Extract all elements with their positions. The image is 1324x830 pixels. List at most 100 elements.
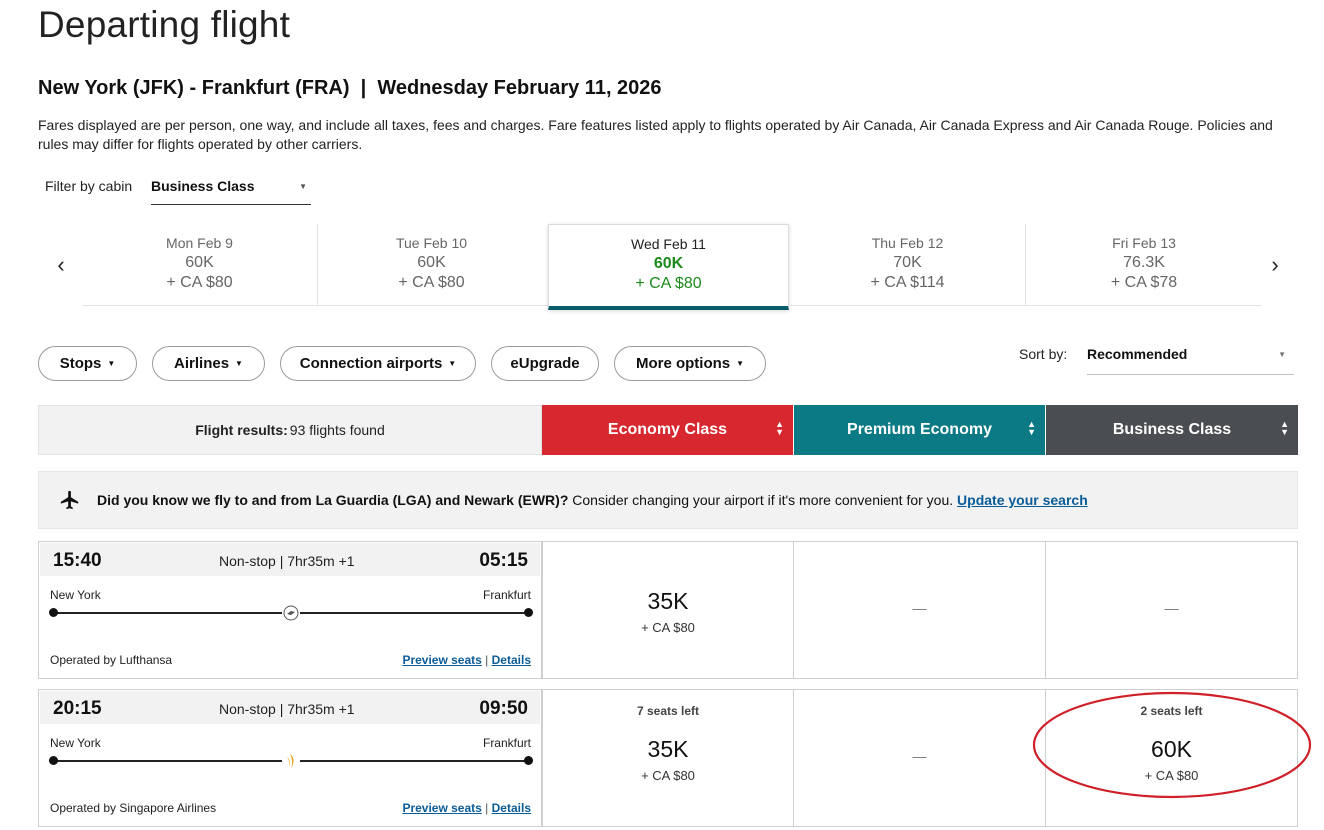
fare-cash: + CA $80 xyxy=(641,620,695,635)
stops-filter-label: Stops xyxy=(59,355,102,372)
flight-links: Preview seats | Details xyxy=(402,801,531,815)
departure-time: 20:15 xyxy=(53,698,102,719)
date-carousel: ‹ Mon Feb 9 60K + CA $80 Tue Feb 10 60K … xyxy=(38,224,1298,310)
results-count-value: 93 flights found xyxy=(289,422,385,438)
destination-dot xyxy=(524,756,533,765)
results-header: Flight results: 93 flights found Economy… xyxy=(38,405,1298,455)
flight-row: 20:15 Non-stop | 7hr35m +1 09:50 New Yor… xyxy=(38,689,1298,827)
chevron-down-icon: ▼ xyxy=(299,182,307,191)
flight-links: Preview seats | Details xyxy=(402,653,531,667)
fare-cash: + CA $80 xyxy=(1144,768,1199,783)
sort-icon: ▲ ▼ xyxy=(775,419,784,437)
economy-class-column-header[interactable]: Economy Class ▲ ▼ xyxy=(542,405,793,455)
sort-icon: ▲ ▼ xyxy=(1280,419,1289,437)
date-cash: + CA $78 xyxy=(1110,274,1178,291)
sort-label: Sort by: xyxy=(1019,346,1068,362)
origin-dot xyxy=(49,608,58,617)
date-points: 60K xyxy=(185,254,214,271)
chevron-right-icon[interactable]: › xyxy=(1271,252,1279,277)
fare-cash: + CA $80 xyxy=(641,768,695,783)
unavailable-fare: — xyxy=(912,748,927,764)
airlines-filter-button[interactable]: Airlines ▼ xyxy=(152,346,265,381)
origin-dot xyxy=(49,756,58,765)
page-title: Departing flight xyxy=(38,4,291,45)
business-fare-cell[interactable]: 2 seats left 60K + CA $80 xyxy=(1045,689,1298,827)
date-tab-mon-feb-9[interactable]: Mon Feb 9 60K + CA $80 xyxy=(82,224,318,306)
date-points: 70K xyxy=(893,254,922,271)
eupgrade-filter-label: eUpgrade xyxy=(510,355,580,372)
economy-fare-cell[interactable]: 35K + CA $80 xyxy=(542,541,794,679)
details-link[interactable]: Details xyxy=(491,801,531,815)
fare-points: 60K xyxy=(1151,736,1192,762)
sort-icon: ▲ ▼ xyxy=(1027,419,1036,437)
preview-seats-link[interactable]: Preview seats xyxy=(402,653,482,667)
economy-class-label: Economy Class xyxy=(607,421,728,438)
date-cash: + CA $80 xyxy=(398,274,465,291)
departure-time: 15:40 xyxy=(53,550,102,571)
economy-fare-cell[interactable]: 7 seats left 35K + CA $80 xyxy=(542,689,794,827)
more-options-button[interactable]: More options ▼ xyxy=(614,346,766,381)
chevron-left-icon[interactable]: ‹ xyxy=(57,252,65,277)
banner-bold-text: Did you know we fly to and from La Guard… xyxy=(97,492,569,508)
flight-row: 15:40 Non-stop | 7hr35m +1 05:15 New Yor… xyxy=(38,541,1298,679)
details-link[interactable]: Details xyxy=(491,653,531,667)
date-tab-fri-feb-13[interactable]: Fri Feb 13 76.3K + CA $78 xyxy=(1026,224,1262,306)
cabin-filter-label: Filter by cabin xyxy=(45,178,133,194)
operating-carrier: Operated by Singapore Airlines xyxy=(50,801,217,815)
flight-times-bar: 15:40 Non-stop | 7hr35m +1 05:15 xyxy=(40,543,540,576)
flight-info: 20:15 Non-stop | 7hr35m +1 09:50 New Yor… xyxy=(38,689,542,827)
date-cash: + CA $80 xyxy=(635,275,702,292)
flight-info: 15:40 Non-stop | 7hr35m +1 05:15 New Yor… xyxy=(38,541,542,679)
operating-carrier: Operated by Lufthansa xyxy=(50,653,173,667)
link-separator: | xyxy=(485,653,489,667)
arrival-time: 05:15 xyxy=(479,550,528,571)
date-label: Wed Feb 11 xyxy=(631,236,706,252)
connection-airports-filter-label: Connection airports xyxy=(299,355,443,372)
connection-airports-filter-button[interactable]: Connection airports ▼ xyxy=(280,346,476,381)
date-tab-thu-feb-12[interactable]: Thu Feb 12 70K + CA $114 xyxy=(790,224,1026,306)
caret-down-icon: ▼ xyxy=(235,359,243,368)
business-class-column-header[interactable]: Business Class ▲ ▼ xyxy=(1046,405,1298,455)
update-search-link[interactable]: Update your search xyxy=(957,492,1088,508)
airplane-icon xyxy=(60,490,79,510)
origin-city: New York xyxy=(50,736,101,750)
date-label: Fri Feb 13 xyxy=(1112,235,1176,251)
cabin-filter-select[interactable]: Business Class ▼ xyxy=(151,170,311,205)
date-points: 60K xyxy=(653,255,684,272)
date-cash: + CA $80 xyxy=(166,274,233,291)
premium-economy-label: Premium Economy xyxy=(847,421,992,438)
singapore-airlines-logo-icon xyxy=(282,752,300,770)
more-options-label: More options xyxy=(635,355,731,372)
caret-down-icon: ▼ xyxy=(736,359,745,368)
stops-filter-button[interactable]: Stops ▼ xyxy=(38,346,137,381)
date-points: 76.3K xyxy=(1123,254,1165,271)
preview-seats-link[interactable]: Preview seats xyxy=(402,801,482,815)
results-label: Flight results: xyxy=(195,422,288,438)
link-separator: | xyxy=(485,801,489,815)
seats-left: 7 seats left xyxy=(636,704,700,718)
alternate-airport-banner: Did you know we fly to and from La Guard… xyxy=(38,471,1298,529)
origin-city: New York xyxy=(50,588,101,602)
seats-left: 2 seats left xyxy=(1140,704,1203,718)
date-points: 60K xyxy=(417,254,446,271)
flight-duration: Non-stop | 7hr35m +1 xyxy=(219,553,355,569)
date-tab-tue-feb-10[interactable]: Tue Feb 10 60K + CA $80 xyxy=(314,224,550,306)
lufthansa-logo-icon xyxy=(282,604,300,622)
date-label: Thu Feb 12 xyxy=(871,235,944,251)
caret-down-icon: ▼ xyxy=(107,359,116,368)
route-heading: New York (JFK) - Frankfurt (FRA) | Wedne… xyxy=(38,77,662,99)
date-cash: + CA $114 xyxy=(870,274,945,291)
unavailable-fare: — xyxy=(1164,600,1179,616)
fare-disclaimer: Fares displayed are per person, one way,… xyxy=(38,117,1273,152)
sort-value: Recommended xyxy=(1087,346,1188,362)
fare-points: 35K xyxy=(647,736,689,762)
banner-body-text: Consider changing your airport if it's m… xyxy=(568,492,958,508)
eupgrade-filter-button[interactable]: eUpgrade xyxy=(491,346,599,381)
results-count: Flight results: 93 flights found xyxy=(38,405,542,455)
sort-select[interactable]: Recommended ▼ xyxy=(1087,338,1294,375)
premium-economy-column-header[interactable]: Premium Economy ▲ ▼ xyxy=(794,405,1045,455)
date-label: Tue Feb 10 xyxy=(395,235,468,251)
date-label: Mon Feb 9 xyxy=(166,235,233,251)
date-tab-wed-feb-11[interactable]: Wed Feb 11 60K + CA $80 xyxy=(548,224,789,310)
cabin-filter-value: Business Class xyxy=(151,178,255,194)
